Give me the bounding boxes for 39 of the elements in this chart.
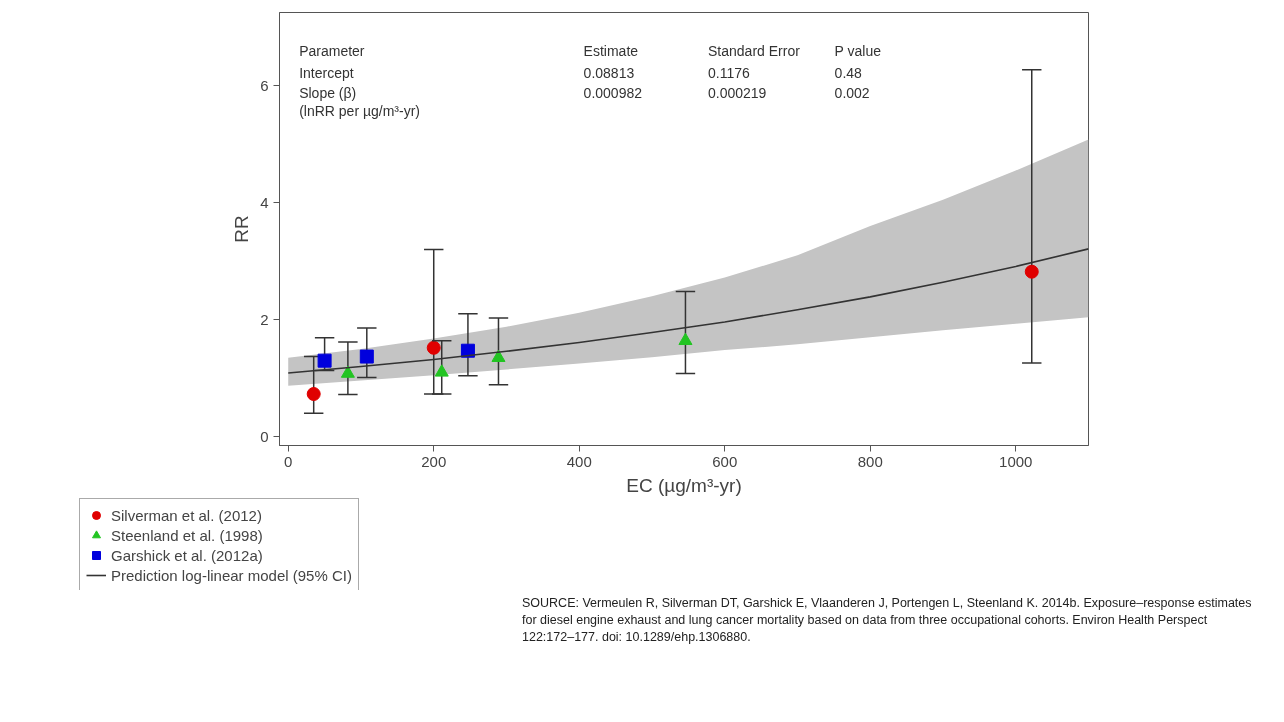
- y-tick-label: 2: [260, 310, 269, 328]
- legend-label: Silverman et al. (2012): [111, 506, 262, 524]
- annotation: 0.1176: [708, 64, 750, 81]
- annotation: Estimate: [583, 42, 639, 59]
- y-axis-title: RR: [231, 215, 253, 243]
- annotation: (lnRR per µg/m³-yr): [299, 103, 420, 120]
- annotation: Intercept: [299, 64, 354, 81]
- y-tick-label: 0: [260, 427, 269, 445]
- point: [306, 387, 321, 401]
- x-tick-label: 0: [284, 452, 293, 470]
- legend-label: Steenland et al. (1998): [111, 526, 263, 544]
- point: [426, 340, 441, 355]
- annotation: P value: [834, 42, 882, 59]
- annotation: Parameter: [299, 42, 365, 59]
- annotation: 0.08813: [583, 64, 635, 81]
- annotation: 0.000219: [708, 84, 767, 101]
- legend-label: Garshick et al. (2012a): [111, 546, 263, 564]
- source-note: SOURCE: Vermeulen R, Silverman DT, Garshick E, Vlaanderen J, Portengen L, Steenland K. 2014b. Exposure–response estimates for diesel engine exhaust and lung cancer mortality based on data from three occupational cohorts. Environ Health Perspect 122:172–177. doi: 10.1289/ehp.1306880.: [522, 595, 1253, 646]
- annotation: 0.48: [834, 64, 863, 81]
- y-tick-label: 4: [260, 193, 269, 211]
- x-tick-label: 800: [857, 452, 883, 470]
- x-axis-title: EC (µg/m³-yr): [626, 474, 742, 496]
- x-tick-label: 1000: [999, 452, 1033, 470]
- x-tick-label: 400: [566, 452, 592, 470]
- point: [678, 332, 693, 346]
- x-tick-label: 200: [421, 452, 447, 470]
- point: [1024, 264, 1039, 279]
- point: [359, 349, 374, 364]
- point: [434, 364, 449, 377]
- point: [317, 353, 332, 368]
- x-tick-label: 600: [712, 452, 738, 470]
- point: [340, 365, 355, 378]
- legend-label: Prediction log-linear model (95% CI): [111, 566, 352, 584]
- point: [491, 349, 506, 362]
- annotation: 0.000982: [583, 84, 643, 101]
- annotation: Standard Error: [708, 42, 801, 59]
- annotation: 0.002: [834, 84, 870, 101]
- y-tick-label: 6: [260, 76, 269, 94]
- annotation: Slope (β): [299, 84, 357, 101]
